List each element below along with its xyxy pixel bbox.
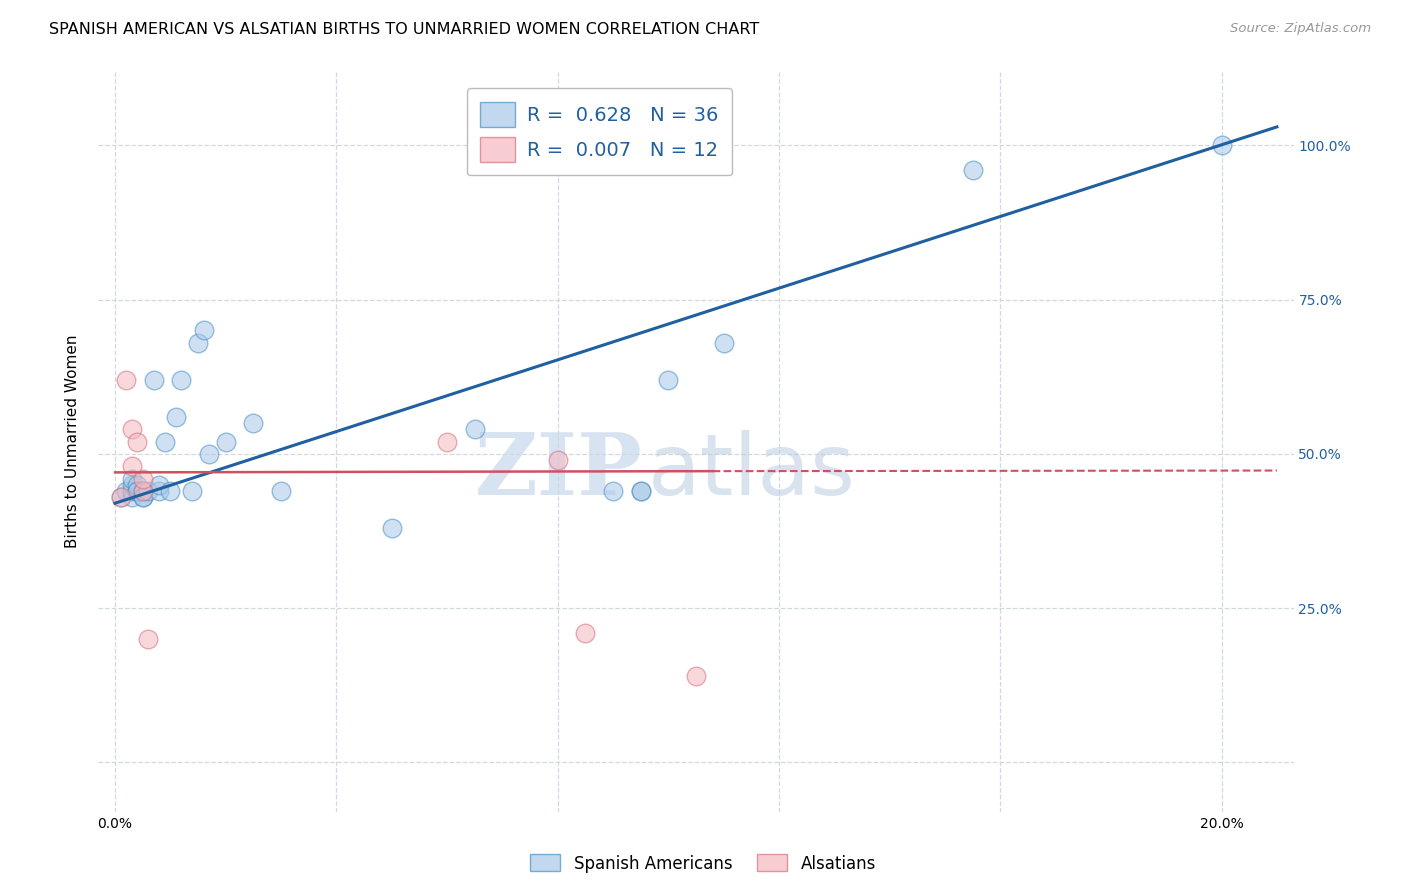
Point bbox=[574, 625, 596, 640]
Point bbox=[127, 477, 149, 491]
Point bbox=[159, 483, 181, 498]
Point bbox=[121, 490, 143, 504]
Point bbox=[381, 521, 404, 535]
Point bbox=[464, 422, 486, 436]
Point bbox=[131, 483, 153, 498]
Point bbox=[198, 447, 221, 461]
Point bbox=[630, 483, 652, 498]
Point bbox=[127, 483, 149, 498]
Point bbox=[187, 335, 209, 350]
Point bbox=[242, 416, 264, 430]
Point bbox=[121, 459, 143, 474]
Point bbox=[127, 483, 149, 498]
Point bbox=[131, 483, 153, 498]
Point bbox=[115, 373, 138, 387]
Point bbox=[121, 471, 143, 485]
Point bbox=[136, 632, 159, 646]
Legend: Spanish Americans, Alsatians: Spanish Americans, Alsatians bbox=[523, 847, 883, 880]
Point bbox=[121, 477, 143, 491]
Point bbox=[110, 490, 132, 504]
Text: SPANISH AMERICAN VS ALSATIAN BIRTHS TO UNMARRIED WOMEN CORRELATION CHART: SPANISH AMERICAN VS ALSATIAN BIRTHS TO U… bbox=[49, 22, 759, 37]
Point bbox=[630, 483, 652, 498]
Point bbox=[131, 490, 153, 504]
Legend: R =  0.628   N = 36, R =  0.007   N = 12: R = 0.628 N = 36, R = 0.007 N = 12 bbox=[467, 88, 733, 176]
Point bbox=[148, 483, 170, 498]
Point bbox=[165, 409, 187, 424]
Point bbox=[142, 373, 165, 387]
Point bbox=[127, 434, 149, 449]
Point bbox=[1211, 138, 1233, 153]
Point bbox=[131, 471, 153, 485]
Point bbox=[193, 324, 215, 338]
Point bbox=[121, 422, 143, 436]
Point bbox=[170, 373, 193, 387]
Point bbox=[136, 483, 159, 498]
Point bbox=[270, 483, 292, 498]
Point bbox=[153, 434, 176, 449]
Point bbox=[115, 483, 138, 498]
Point bbox=[713, 335, 735, 350]
Point bbox=[657, 373, 679, 387]
Point bbox=[148, 477, 170, 491]
Text: ZIP: ZIP bbox=[474, 429, 643, 513]
Text: atlas: atlas bbox=[648, 430, 856, 513]
Point bbox=[110, 490, 132, 504]
Point bbox=[436, 434, 458, 449]
Point bbox=[547, 453, 569, 467]
Y-axis label: Births to Unmarried Women: Births to Unmarried Women bbox=[65, 334, 80, 549]
Point bbox=[602, 483, 624, 498]
Point bbox=[131, 490, 153, 504]
Point bbox=[215, 434, 238, 449]
Text: Source: ZipAtlas.com: Source: ZipAtlas.com bbox=[1230, 22, 1371, 36]
Point bbox=[121, 483, 143, 498]
Point bbox=[685, 669, 707, 683]
Point bbox=[181, 483, 204, 498]
Point bbox=[962, 163, 984, 178]
